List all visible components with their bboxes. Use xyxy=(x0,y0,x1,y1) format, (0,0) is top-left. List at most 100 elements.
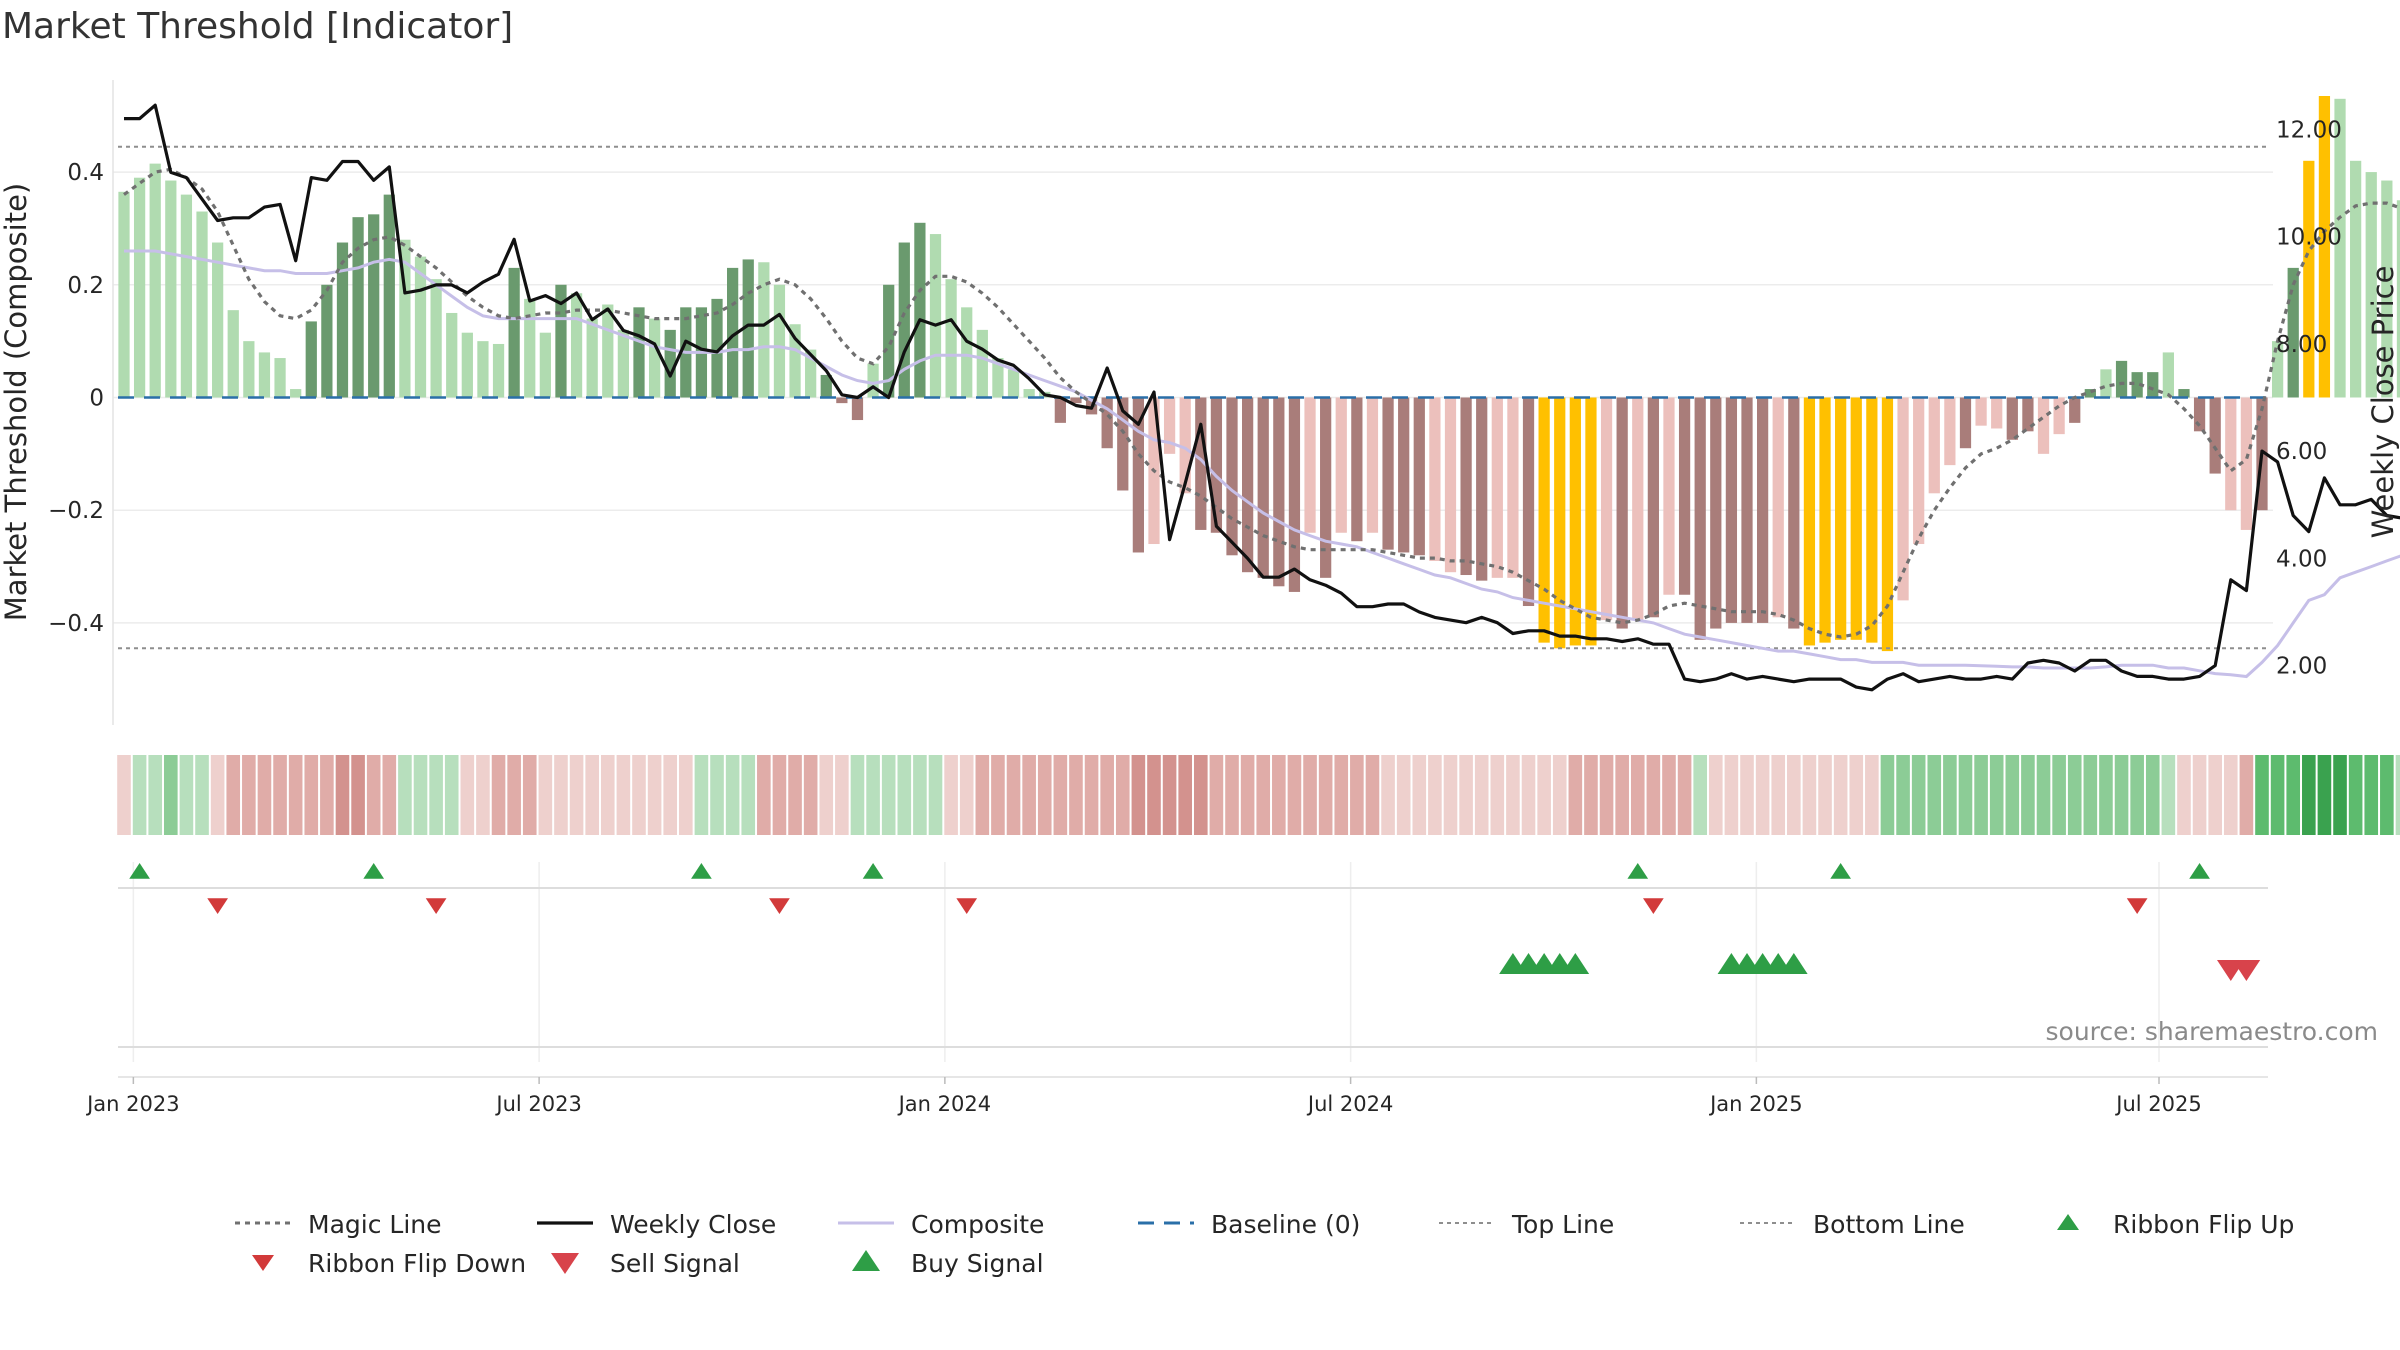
ribbon-cell xyxy=(288,755,303,835)
composite-bar xyxy=(2365,172,2377,398)
composite-bars xyxy=(118,95,2400,652)
composite-bar xyxy=(1023,389,1035,398)
composite-bar xyxy=(1507,397,1519,578)
source-credit: source: sharemaestro.com xyxy=(2046,1017,2379,1046)
ribbon-cell xyxy=(1537,755,1551,835)
composite-bar xyxy=(2193,397,2206,432)
ribbon-cell xyxy=(959,755,974,835)
composite-bar xyxy=(2147,372,2159,398)
composite-bar xyxy=(898,242,910,398)
legend-item: Magic Line xyxy=(235,1210,442,1239)
composite-bar xyxy=(820,374,832,398)
composite-bar xyxy=(1756,397,1769,623)
ribbon-cell xyxy=(1880,755,1895,835)
ribbon-cell xyxy=(2192,755,2207,835)
composite-bar xyxy=(1242,397,1254,573)
composite-bar xyxy=(1101,397,1113,449)
ribbon-cell xyxy=(1646,755,1661,835)
composite-bar xyxy=(1413,397,1425,556)
y-tick-left-label: −0.2 xyxy=(48,498,104,524)
composite-bar xyxy=(1569,397,1581,646)
ribbon-cell xyxy=(1131,755,1146,835)
ribbon-cell xyxy=(1490,755,1505,835)
ribbon-cell xyxy=(1662,755,1676,835)
composite-bar xyxy=(2037,397,2050,454)
ribbon-cell xyxy=(179,755,194,835)
ribbon-cell xyxy=(2348,755,2363,835)
composite-bar xyxy=(1476,397,1488,581)
x-tick-label: Jul 2024 xyxy=(1306,1092,1393,1116)
ribbon-cell xyxy=(1521,755,1536,835)
signal-panels: Jan 2023 Jul 2023 Jan 2024 Jul 2024 Jan 2025… xyxy=(85,862,2268,1116)
composite-bar xyxy=(1070,397,1082,404)
ribbon-cell xyxy=(1412,755,1427,835)
ribbon-cell xyxy=(429,755,443,835)
composite-bar xyxy=(1444,397,1457,573)
ribbon-cell xyxy=(1552,755,1567,835)
x-tick-label: Jan 2025 xyxy=(1708,1092,1803,1116)
composite-bar xyxy=(711,298,723,398)
ribbon-cell xyxy=(788,755,802,835)
ribbon-flip-up-marker xyxy=(363,863,385,879)
ribbon-flip-up-marker xyxy=(691,863,712,879)
ribbon-cell xyxy=(1037,755,1052,835)
composite-bar xyxy=(851,397,864,421)
composite-bar xyxy=(1429,397,1441,561)
composite-bar xyxy=(1257,397,1269,578)
composite-bar xyxy=(976,329,988,398)
ribbon-cell xyxy=(1428,755,1442,835)
composite-bar xyxy=(570,293,583,398)
composite-bar xyxy=(1398,397,1410,553)
ribbon-cell xyxy=(1911,755,1926,835)
ribbon-cell xyxy=(195,755,209,835)
composite-bar xyxy=(758,262,770,398)
ribbon-cell xyxy=(741,755,756,835)
composite-bar xyxy=(258,352,271,398)
ribbon-cell xyxy=(1225,755,1239,835)
ribbon-cell xyxy=(585,755,599,835)
ribbon-cell xyxy=(2052,755,2066,835)
composite-bar xyxy=(336,242,349,398)
composite-bar xyxy=(805,349,817,398)
ribbon-cell xyxy=(507,755,521,835)
composite-bar xyxy=(1460,397,1472,576)
composite-bar xyxy=(1491,397,1503,578)
ribbon-cell xyxy=(757,755,771,835)
ribbon-cell xyxy=(1240,755,1255,835)
composite-bar xyxy=(2287,267,2299,398)
composite-bar xyxy=(648,318,661,398)
composite-bar xyxy=(1600,397,1613,621)
ribbon-cell xyxy=(2333,755,2347,835)
ribbon-cell xyxy=(226,755,241,835)
ribbon-cell xyxy=(2223,755,2238,835)
ribbon-cell xyxy=(1506,755,1520,835)
ribbon-cell xyxy=(1615,755,1629,835)
composite-bar xyxy=(1694,397,1706,640)
ribbon-cell xyxy=(273,755,287,835)
ribbon-cell xyxy=(413,755,428,835)
composite-bar xyxy=(1288,397,1301,592)
legend-label: Sell Signal xyxy=(610,1249,740,1278)
legend-swatch-flip-down xyxy=(252,1255,274,1271)
ribbon-cell xyxy=(1896,755,1910,835)
ribbon-cell xyxy=(1100,755,1114,835)
ribbon-cell xyxy=(1771,755,1786,835)
ribbon-cell xyxy=(2130,755,2144,835)
composite-bar xyxy=(477,341,489,398)
ribbon-cell xyxy=(1974,755,1988,835)
ribbon-cell xyxy=(2208,755,2222,835)
legend-label: Magic Line xyxy=(308,1210,442,1239)
ribbon-cell xyxy=(1053,755,1068,835)
composite-bar xyxy=(399,239,411,398)
composite-bar xyxy=(1678,397,1691,595)
composite-bar xyxy=(1538,397,1550,643)
composite-bar xyxy=(1803,397,1816,646)
composite-bar xyxy=(1897,397,1909,601)
ribbon-cell xyxy=(491,755,506,835)
ribbon-cell xyxy=(1740,755,1754,835)
ribbon-flip-down-marker xyxy=(425,898,447,914)
composite-bar xyxy=(1522,397,1535,607)
composite-line xyxy=(124,249,2400,679)
composite-bar xyxy=(118,191,130,398)
